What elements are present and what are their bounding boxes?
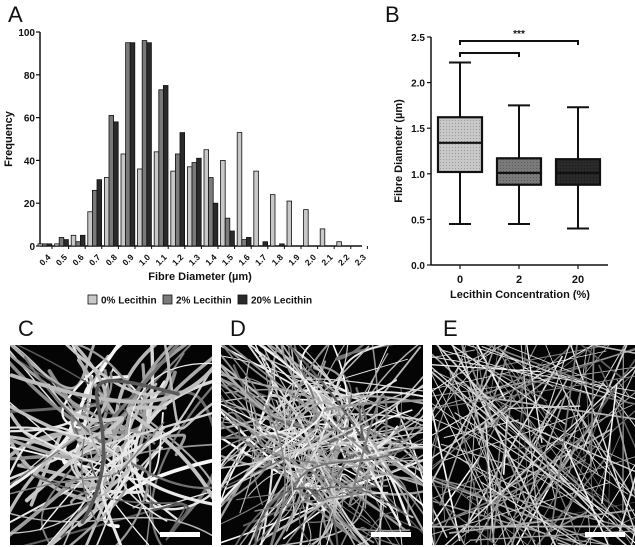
scale-bar: [371, 532, 411, 537]
svg-text:2.0: 2.0: [303, 252, 319, 268]
panel-c-label: C: [18, 316, 34, 341]
svg-text:100: 100: [18, 28, 35, 39]
svg-text:80: 80: [24, 71, 36, 82]
svg-text:40: 40: [24, 156, 36, 167]
svg-text:2.0: 2.0: [411, 79, 425, 90]
svg-text:1.5: 1.5: [411, 124, 425, 135]
svg-text:1.1: 1.1: [153, 252, 169, 268]
svg-text:1.0: 1.0: [411, 170, 425, 181]
svg-text:2: 2: [516, 274, 522, 286]
boxplot-chart: 0.0 0.5 1.0 1.5 2.0 2.5 Fibre Diameter (µm) 0 2 2…: [393, 29, 608, 300]
svg-text:Fibre Diameter (µm): Fibre Diameter (µm): [148, 271, 252, 283]
svg-text:Fibre Diameter (µm): Fibre Diameter (µm): [393, 99, 405, 203]
svg-text:1.8: 1.8: [270, 252, 286, 268]
panel-b-label: B: [385, 2, 400, 27]
svg-text:2.2: 2.2: [336, 252, 352, 268]
scale-bar: [585, 532, 625, 537]
svg-text:1.7: 1.7: [253, 252, 269, 268]
svg-text:60: 60: [24, 114, 36, 125]
svg-text:0: 0: [29, 242, 35, 253]
svg-text:1.0: 1.0: [137, 252, 153, 268]
svg-text:20: 20: [572, 274, 584, 286]
panel-d-label: D: [230, 316, 246, 341]
svg-text:0.6: 0.6: [70, 252, 86, 268]
svg-text:20% Lecithin: 20% Lecithin: [251, 296, 312, 307]
svg-text:0.5: 0.5: [54, 252, 70, 268]
svg-text:1.4: 1.4: [203, 252, 219, 268]
svg-text:0.4: 0.4: [37, 252, 53, 268]
svg-text:1.6: 1.6: [236, 252, 252, 268]
svg-text:Lecithin Concentration (%): Lecithin Concentration (%): [450, 289, 590, 300]
svg-text:1.3: 1.3: [187, 252, 203, 268]
svg-text:2% Lecithin: 2% Lecithin: [176, 296, 232, 307]
svg-text:20: 20: [24, 199, 36, 210]
svg-text:***: ***: [513, 29, 525, 40]
svg-text:1.5: 1.5: [220, 252, 236, 268]
panel-a-label: A: [8, 2, 23, 27]
svg-text:0% Lecithin: 0% Lecithin: [101, 296, 157, 307]
scale-bar: [160, 532, 200, 537]
svg-text:2.3: 2.3: [353, 252, 369, 268]
panel-e-label: E: [443, 316, 458, 341]
sem-image-c: [10, 345, 212, 545]
svg-text:0: 0: [457, 274, 463, 286]
svg-text:0.7: 0.7: [87, 252, 103, 268]
svg-text:Frequency: Frequency: [3, 110, 15, 167]
svg-text:1.2: 1.2: [170, 252, 186, 268]
svg-text:2.5: 2.5: [411, 33, 425, 44]
svg-text:0.5: 0.5: [411, 215, 425, 226]
sem-image-e: [432, 345, 635, 545]
svg-text:2.1: 2.1: [319, 252, 335, 268]
svg-text:0.9: 0.9: [120, 252, 136, 268]
svg-text:0.0: 0.0: [411, 261, 425, 272]
sem-image-d: [221, 345, 423, 545]
svg-text:1.9: 1.9: [286, 252, 302, 268]
svg-text:0.8: 0.8: [104, 252, 120, 268]
